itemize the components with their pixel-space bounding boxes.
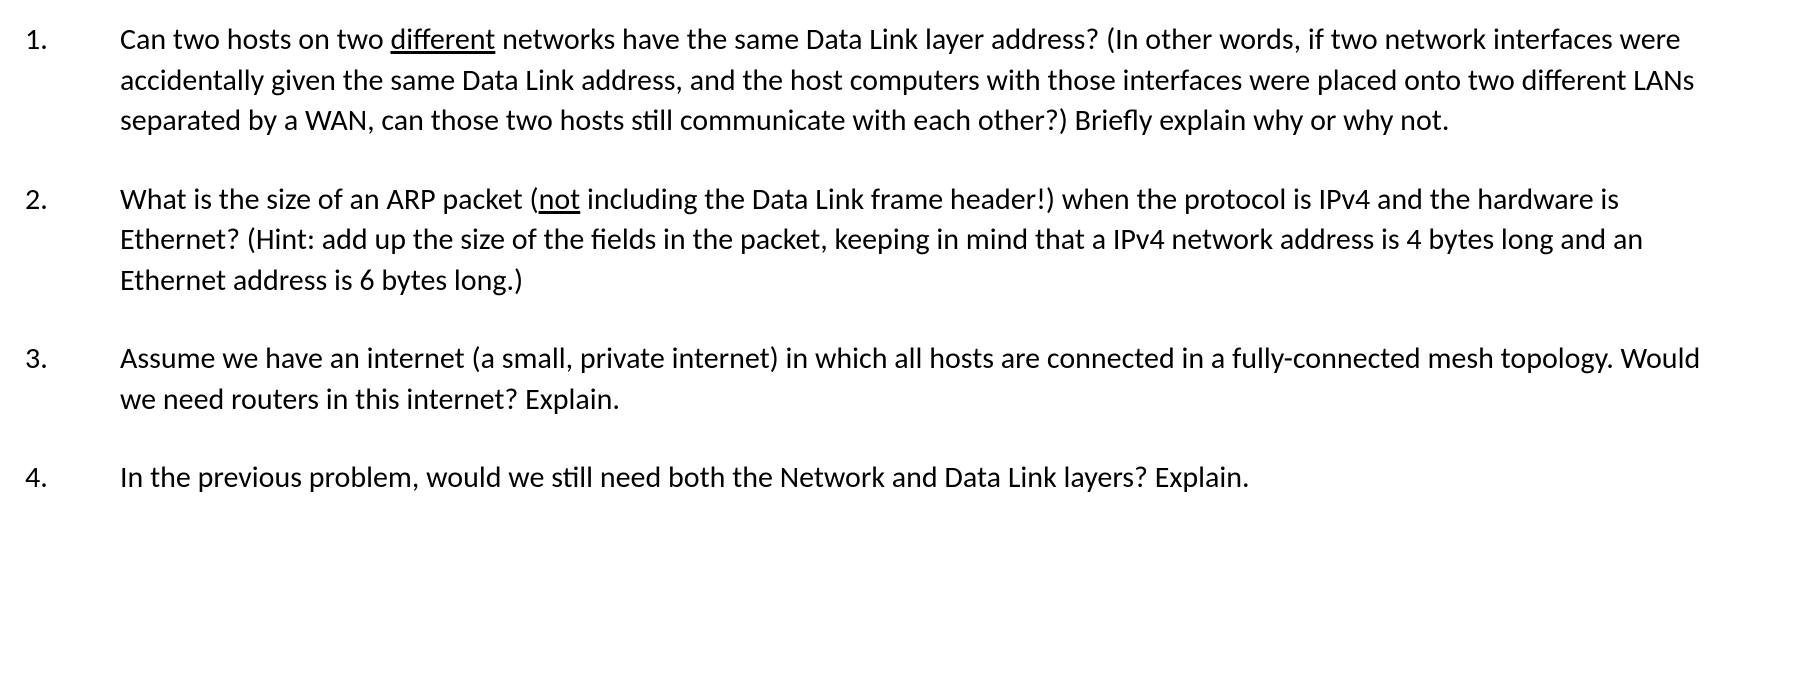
question-number: 4. — [20, 458, 120, 499]
question-text: Can two hosts on two different networks … — [120, 20, 1705, 142]
underlined-text: not — [539, 181, 581, 218]
text-segment: Can two hosts on two — [120, 21, 390, 58]
question-text: What is the size of an ARP packet (not i… — [120, 180, 1705, 302]
underlined-text: different — [390, 21, 495, 58]
question-text: Assume we have an internet (a small, pri… — [120, 339, 1705, 420]
question-number: 3. — [20, 339, 120, 420]
question-number: 1. — [20, 20, 120, 142]
question-item: 4.In the previous problem, would we stil… — [20, 458, 1705, 499]
question-item: 2.What is the size of an ARP packet (not… — [20, 180, 1705, 302]
text-segment: Assume we have an internet (a small, pri… — [120, 340, 1700, 418]
text-segment: What is the size of an ARP packet ( — [120, 181, 539, 218]
text-segment: In the previous problem, would we still … — [120, 459, 1250, 496]
question-item: 3.Assume we have an internet (a small, p… — [20, 339, 1705, 420]
question-text: In the previous problem, would we still … — [120, 458, 1705, 499]
question-item: 1.Can two hosts on two different network… — [20, 20, 1705, 142]
question-number: 2. — [20, 180, 120, 302]
question-list: 1.Can two hosts on two different network… — [20, 20, 1705, 499]
